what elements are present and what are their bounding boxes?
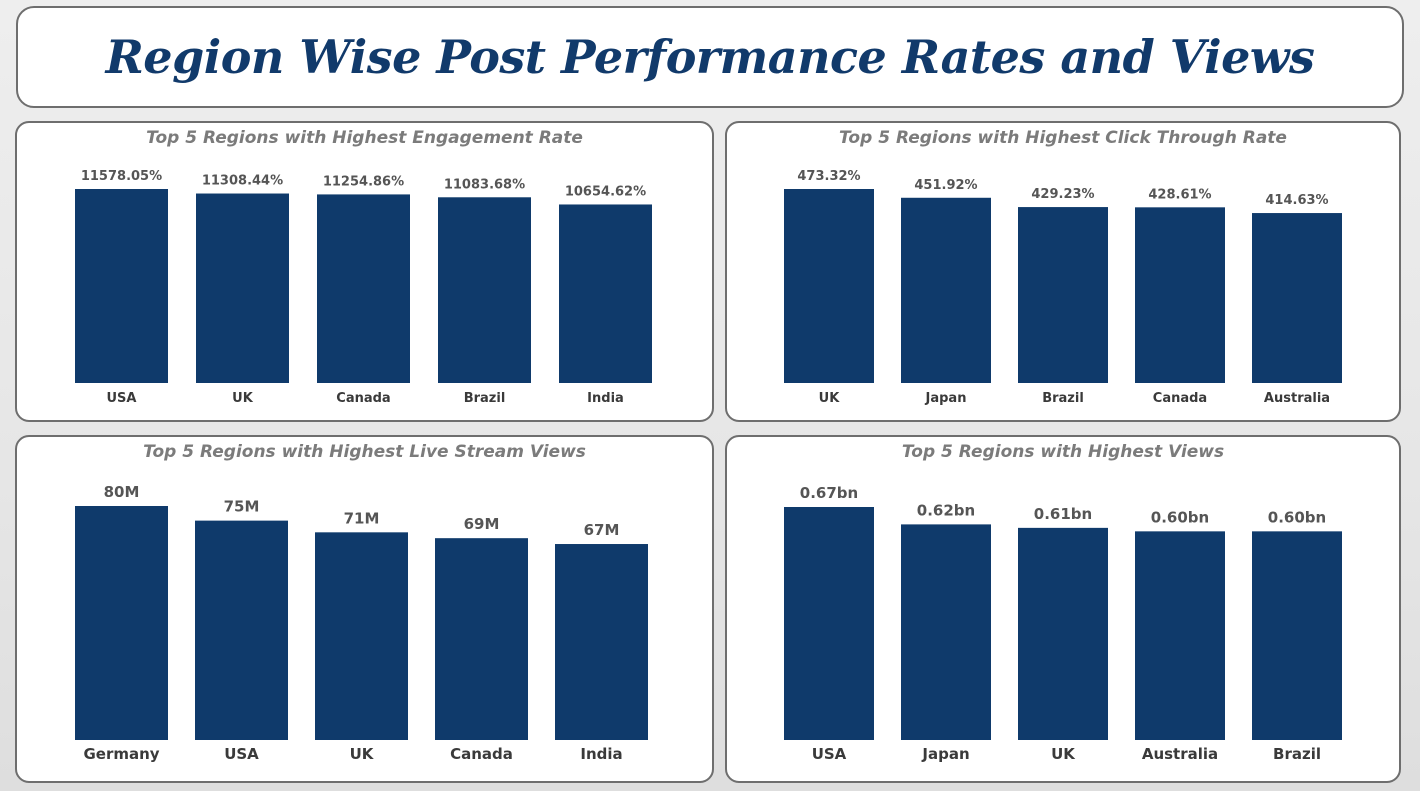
data-label: 0.61bn [1034, 505, 1092, 523]
category-label: UK [819, 391, 841, 406]
category-label: USA [107, 391, 137, 406]
engagement-rate-chart: 11578.05% USA 11308.44% UK 11254.86% Canada 11… [75, 169, 652, 406]
data-label: 11308.44% [202, 174, 283, 189]
chart-title: Top 5 Regions with Highest Click Through… [839, 128, 1287, 148]
bar-australia [1252, 213, 1342, 383]
bar-india [555, 544, 648, 740]
category-label: Germany [83, 745, 159, 763]
page-title: Region Wise Post Performance Rates and V… [105, 30, 1315, 84]
title-banner: Region Wise Post Performance Rates and V… [16, 6, 1404, 108]
bar-uk [196, 193, 289, 383]
bar-india [559, 204, 652, 383]
data-label: 451.92% [914, 178, 977, 193]
category-label: USA [812, 745, 847, 763]
data-label: 75M [224, 498, 260, 516]
views-chart: 0.67bn USA 0.62bn Japan 0.61bn UK 0.60bn Austra… [784, 484, 1342, 763]
views-chart-card: Top 5 Regions with Highest Views 0.67bn U… [725, 435, 1401, 783]
data-label: 80M [104, 483, 140, 501]
category-label: Brazil [1042, 391, 1084, 406]
bar-brazil [438, 197, 531, 383]
data-label: 428.61% [1148, 187, 1211, 202]
category-label: India [587, 391, 624, 406]
click-through-rate-chart-card: Top 5 Regions with Highest Click Through… [725, 121, 1401, 422]
data-label: 0.67bn [800, 484, 858, 502]
category-label: India [580, 745, 622, 763]
category-label: Australia [1142, 745, 1218, 763]
live-stream-views-chart: 80M Germany 75M USA 71M UK 69M Canada 67M India [75, 483, 648, 763]
data-label: 71M [344, 509, 380, 527]
bar-uk [1018, 527, 1108, 740]
engagement-rate-chart-card: Top 5 Regions with Highest Engagement Ra… [15, 121, 714, 422]
category-label: Canada [336, 391, 390, 406]
bar-japan [901, 197, 991, 383]
data-label: 0.60bn [1151, 508, 1209, 526]
bar-japan [901, 524, 991, 740]
bar-usa [195, 520, 288, 740]
data-label: 429.23% [1031, 187, 1094, 202]
bar-uk [784, 189, 874, 383]
bar-uk [315, 532, 408, 740]
category-label: UK [350, 745, 375, 763]
chart-title: Top 5 Regions with Highest Views [901, 442, 1225, 462]
category-label: Canada [450, 745, 513, 763]
bar-canada [317, 194, 410, 383]
category-label: Japan [921, 745, 969, 763]
chart-title: Top 5 Regions with Highest Engagement Ra… [146, 128, 583, 148]
category-label: Brazil [464, 391, 506, 406]
category-label: UK [232, 391, 254, 406]
bar-brazil [1252, 531, 1342, 740]
data-label: 0.62bn [917, 501, 975, 519]
chart-title: Top 5 Regions with Highest Live Stream V… [143, 442, 586, 462]
data-label: 11254.86% [323, 174, 404, 189]
category-label: UK [1051, 745, 1076, 763]
category-label: Brazil [1273, 745, 1321, 763]
bar-usa [75, 189, 168, 383]
click-through-rate-chart: 473.32% UK 451.92% Japan 429.23% Brazil 428.61… [784, 169, 1342, 406]
live-stream-views-chart-card: Top 5 Regions with Highest Live Stream V… [15, 435, 714, 783]
data-label: 67M [584, 521, 620, 539]
data-label: 69M [464, 515, 500, 533]
data-label: 414.63% [1265, 193, 1328, 208]
category-label: Australia [1264, 391, 1330, 406]
bar-canada [435, 538, 528, 740]
data-label: 0.60bn [1268, 508, 1326, 526]
bar-canada [1135, 207, 1225, 383]
bar-usa [784, 507, 874, 740]
data-label: 473.32% [797, 169, 860, 184]
category-label: Canada [1153, 391, 1207, 406]
category-label: Japan [925, 391, 967, 406]
bar-australia [1135, 531, 1225, 740]
bar-germany [75, 506, 168, 740]
data-label: 11083.68% [444, 177, 525, 192]
category-label: USA [224, 745, 259, 763]
data-label: 10654.62% [565, 184, 646, 199]
data-label: 11578.05% [81, 169, 162, 184]
bar-brazil [1018, 207, 1108, 383]
